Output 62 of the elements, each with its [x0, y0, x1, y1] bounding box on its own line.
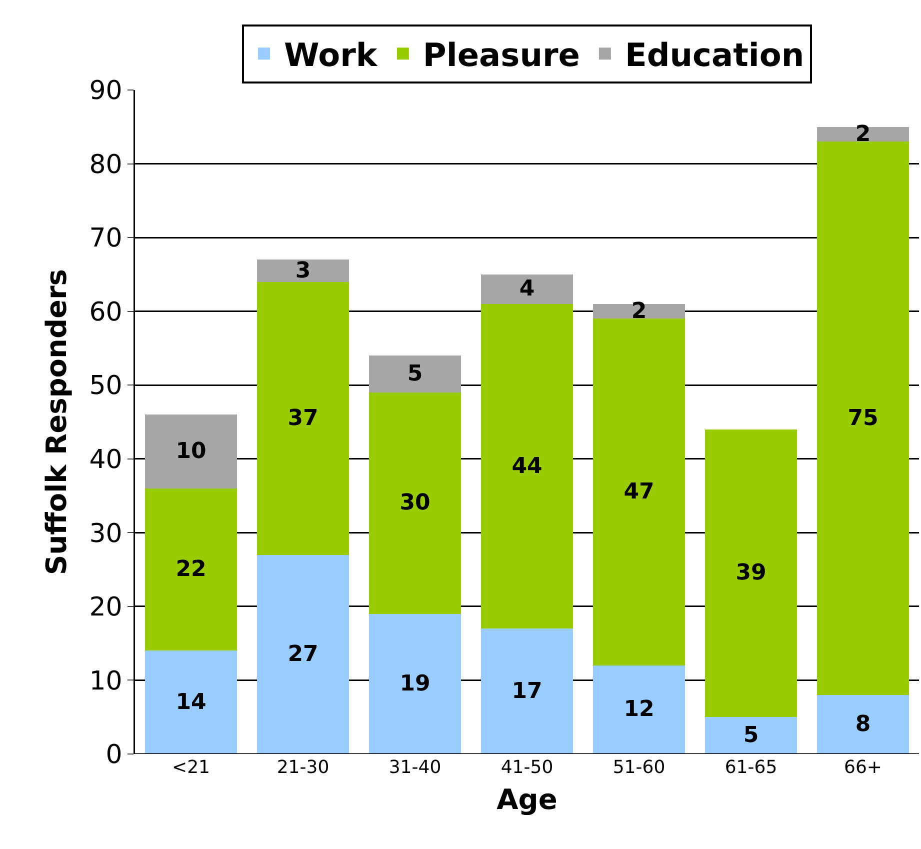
y-tick-label: 0 [106, 740, 122, 770]
bar [817, 142, 909, 695]
x-tick-label: 21-30 [276, 757, 330, 778]
data-label: 14 [176, 690, 206, 715]
data-label: 8 [855, 712, 871, 737]
y-tick-label: 40 [89, 444, 122, 475]
bar [817, 694, 909, 754]
x-axis-title: Age [496, 783, 558, 816]
data-label: 3 [295, 258, 311, 284]
bar [257, 282, 349, 555]
bar [705, 717, 797, 754]
bar [257, 554, 349, 754]
data-label: 2 [855, 122, 871, 147]
y-tick-label: 80 [89, 150, 122, 180]
y-tick-label: 10 [89, 666, 122, 696]
legend-label: Pleasure [422, 36, 580, 74]
x-tick-label: 66+ [844, 757, 882, 778]
data-label: 10 [176, 439, 206, 464]
bar [257, 260, 349, 282]
bar [145, 414, 237, 488]
bar [369, 392, 461, 614]
data-label: 30 [400, 490, 430, 516]
y-tick-label: 60 [89, 297, 122, 328]
data-label: 12 [624, 697, 654, 722]
bar [481, 274, 573, 304]
bar [145, 650, 237, 754]
y-tick-label: 30 [89, 518, 122, 549]
bar [593, 665, 685, 754]
data-label: 47 [624, 480, 654, 505]
data-label: 44 [512, 454, 542, 479]
bar [369, 614, 461, 754]
legend-label: Education [624, 36, 804, 74]
legend-label: Work [284, 36, 378, 74]
x-tick-label: 51-60 [612, 757, 666, 778]
x-tick-label: 61-65 [724, 757, 778, 778]
data-label: 39 [736, 560, 766, 586]
bar [593, 304, 685, 319]
bar [481, 628, 573, 754]
data-label: 22 [176, 557, 206, 582]
data-label: 5 [743, 723, 759, 748]
data-label: 5 [407, 362, 423, 387]
data-label: 37 [288, 406, 318, 431]
y-tick-label: 90 [89, 76, 122, 106]
x-tick-label: <21 [172, 757, 210, 778]
data-label: 4 [519, 276, 535, 302]
bar [145, 488, 237, 651]
data-label: 75 [848, 406, 878, 431]
data-label: 27 [288, 642, 318, 667]
data-label: 17 [512, 678, 542, 704]
y-axis-title: Suffolk Responders [40, 269, 74, 575]
bar [593, 318, 685, 666]
bar [705, 429, 797, 718]
data-label: 2 [631, 298, 647, 324]
y-tick-label: 70 [89, 224, 122, 254]
x-tick-label: 41-50 [500, 757, 554, 778]
bar [481, 304, 573, 629]
bar [369, 356, 461, 392]
y-tick-label: 20 [89, 592, 122, 623]
y-tick-label: 50 [89, 371, 122, 402]
x-tick-label: 31-40 [388, 757, 442, 778]
data-label: 19 [400, 671, 430, 696]
bar [817, 126, 909, 142]
